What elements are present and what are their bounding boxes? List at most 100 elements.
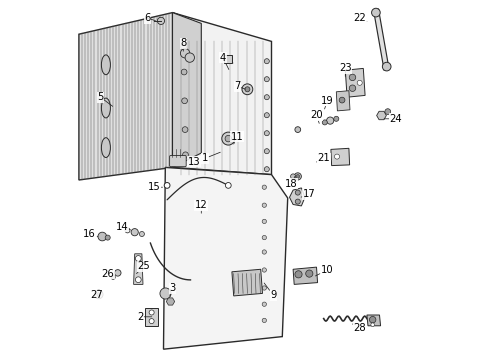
Circle shape	[182, 98, 187, 104]
Circle shape	[224, 135, 231, 142]
Circle shape	[157, 17, 164, 24]
Circle shape	[262, 250, 266, 254]
Circle shape	[149, 319, 154, 324]
Circle shape	[180, 49, 189, 58]
Polygon shape	[133, 254, 142, 284]
Text: 12: 12	[195, 200, 207, 213]
Text: 5: 5	[97, 92, 112, 106]
Circle shape	[295, 175, 299, 178]
Ellipse shape	[101, 98, 110, 118]
Circle shape	[264, 59, 269, 64]
Circle shape	[290, 174, 295, 179]
Circle shape	[125, 228, 130, 233]
Circle shape	[185, 53, 194, 62]
Circle shape	[164, 183, 170, 188]
Circle shape	[262, 185, 266, 189]
Circle shape	[181, 69, 186, 75]
Polygon shape	[330, 148, 349, 166]
Text: 7: 7	[234, 81, 245, 91]
Polygon shape	[172, 13, 271, 175]
Circle shape	[242, 84, 252, 95]
Circle shape	[382, 62, 390, 71]
Circle shape	[264, 167, 269, 172]
Circle shape	[264, 95, 269, 100]
Circle shape	[326, 117, 333, 124]
Polygon shape	[79, 13, 201, 180]
Circle shape	[262, 203, 266, 207]
Circle shape	[305, 270, 312, 277]
Text: 16: 16	[83, 229, 98, 239]
Text: 4: 4	[219, 53, 228, 69]
Circle shape	[348, 85, 355, 91]
Text: 18: 18	[285, 176, 297, 189]
Text: 27: 27	[90, 290, 103, 300]
Text: 13: 13	[186, 157, 200, 167]
Circle shape	[264, 131, 269, 136]
Circle shape	[322, 120, 326, 125]
Polygon shape	[345, 68, 365, 97]
Text: 23: 23	[338, 63, 351, 76]
Circle shape	[139, 231, 144, 237]
Circle shape	[334, 154, 339, 159]
Text: 28: 28	[352, 323, 365, 333]
Circle shape	[264, 77, 269, 82]
Circle shape	[135, 277, 141, 283]
Text: 22: 22	[353, 13, 366, 23]
Circle shape	[370, 323, 374, 327]
Ellipse shape	[101, 138, 110, 157]
Circle shape	[371, 8, 380, 17]
Circle shape	[182, 152, 188, 158]
Polygon shape	[292, 267, 317, 284]
Circle shape	[225, 183, 231, 188]
Text: 19: 19	[320, 96, 333, 109]
Circle shape	[105, 235, 110, 240]
Circle shape	[135, 256, 141, 261]
Ellipse shape	[101, 55, 110, 75]
Circle shape	[94, 290, 103, 299]
Text: 11: 11	[230, 132, 243, 144]
Circle shape	[294, 127, 300, 132]
Text: 10: 10	[315, 265, 333, 276]
Circle shape	[222, 132, 234, 145]
Text: 25: 25	[136, 261, 150, 274]
Text: 21: 21	[316, 153, 329, 163]
Circle shape	[262, 286, 266, 290]
Circle shape	[131, 229, 138, 236]
Text: 26: 26	[101, 269, 114, 279]
Polygon shape	[366, 315, 380, 326]
Text: 2: 2	[137, 312, 151, 322]
Circle shape	[262, 302, 266, 306]
Polygon shape	[336, 91, 349, 111]
Circle shape	[264, 113, 269, 118]
Text: 3: 3	[169, 283, 175, 296]
Circle shape	[295, 190, 300, 195]
Circle shape	[262, 219, 266, 224]
Polygon shape	[231, 269, 262, 296]
Circle shape	[262, 318, 266, 323]
Circle shape	[98, 232, 106, 241]
Circle shape	[294, 271, 302, 278]
FancyBboxPatch shape	[169, 156, 186, 167]
Circle shape	[244, 87, 249, 92]
Polygon shape	[289, 188, 305, 206]
Text: 20: 20	[309, 110, 322, 123]
Text: 1: 1	[201, 152, 220, 163]
Polygon shape	[145, 308, 158, 326]
Text: 14: 14	[116, 222, 130, 232]
Circle shape	[181, 44, 186, 50]
Circle shape	[149, 310, 154, 315]
Polygon shape	[163, 167, 287, 349]
Circle shape	[384, 109, 390, 114]
Circle shape	[295, 199, 300, 204]
Circle shape	[356, 80, 362, 85]
Circle shape	[111, 275, 115, 279]
Text: 24: 24	[383, 114, 401, 124]
Circle shape	[294, 173, 301, 180]
Text: 9: 9	[264, 283, 276, 300]
Polygon shape	[172, 13, 201, 167]
Circle shape	[348, 74, 355, 81]
Circle shape	[97, 293, 101, 296]
Circle shape	[333, 116, 338, 121]
Text: 8: 8	[180, 38, 186, 51]
Circle shape	[339, 97, 344, 103]
